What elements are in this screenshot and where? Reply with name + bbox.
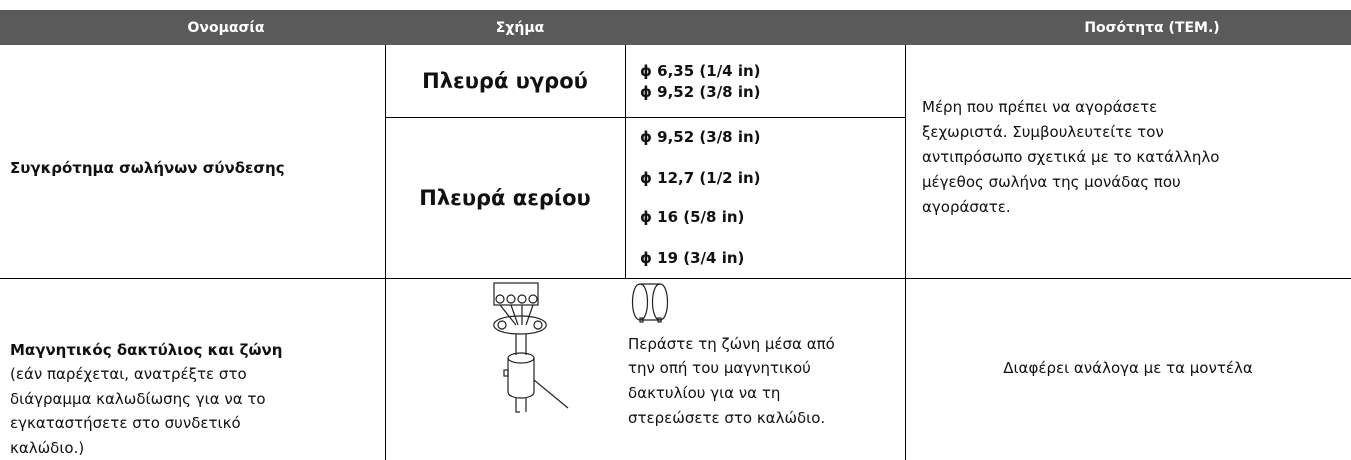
size: ϕ 9,52 (3/8 in) xyxy=(640,83,761,101)
header-cell: Ονομασία xyxy=(187,20,265,36)
ring-diagram xyxy=(493,282,669,413)
header-cell: Σχήμα xyxy=(495,20,545,36)
quantity-line: αγοράσατε. xyxy=(922,198,1011,216)
row-name: Μαγνητικός δακτύλιος και ζώνη xyxy=(10,341,283,359)
size: ϕ 6,35 (1/4 in) xyxy=(640,62,761,80)
row-name: Συγκρότημα σωλήνων σύνδεσης xyxy=(10,159,285,177)
size: ϕ 16 (5/8 in) xyxy=(640,208,745,226)
header-bar xyxy=(0,10,1351,45)
quantity-line: αντιπρόσωπο σχετικά με το κατάλληλο xyxy=(922,148,1220,166)
rule xyxy=(385,117,905,118)
note-line: (εάν παρέχεται, ανατρέξτε στο xyxy=(10,365,247,383)
instruction-line: στερεώσετε στο καλώδιο. xyxy=(628,409,826,427)
note-line: διάγραμμα καλωδίωσης για να το xyxy=(10,390,266,408)
group-label: Πλευρά αερίου xyxy=(419,186,591,210)
size: ϕ 9,52 (3/8 in) xyxy=(640,128,761,146)
instruction-line: Περάστε τη ζώνη μέσα από xyxy=(628,335,835,353)
quantity-line: ξεχωριστά. Συμβουλευτείτε τον xyxy=(922,123,1164,141)
rule xyxy=(905,45,906,460)
instruction-line: δακτυλίου για να τη xyxy=(628,384,781,402)
note-line: καλώδιο.) xyxy=(10,439,85,457)
quantity-line: μέγεθος σωλήνα της μονάδας που xyxy=(922,173,1181,191)
rule xyxy=(385,45,386,460)
quantity-line: Μέρη που πρέπει να αγοράσετε xyxy=(922,98,1158,116)
note-line: εγκαταστήσετε στο συνδετικό xyxy=(10,414,241,432)
rule xyxy=(625,45,626,278)
size: ϕ 19 (3/4 in) xyxy=(640,249,745,267)
rule xyxy=(0,278,1351,279)
quantity: Διαφέρει ανάλογα με τα μοντέλα xyxy=(1003,359,1253,377)
header-cell: Ποσότητα (ΤΕΜ.) xyxy=(1084,20,1220,36)
size: ϕ 12,7 (1/2 in) xyxy=(640,169,761,187)
group-label: Πλευρά υγρού xyxy=(422,69,588,93)
instruction-line: την οπή του μαγνητικού xyxy=(628,359,811,377)
